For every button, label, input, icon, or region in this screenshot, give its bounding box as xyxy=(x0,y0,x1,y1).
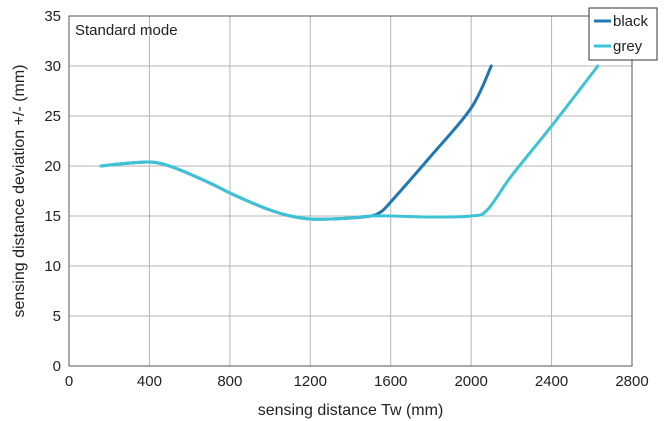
x-tick-label: 0 xyxy=(65,373,73,390)
annotation-label: Standard mode xyxy=(75,22,178,39)
plot-border xyxy=(68,15,633,367)
x-tick-label: 1600 xyxy=(374,373,407,390)
series-line-grey xyxy=(99,64,600,221)
legend-label-black: black xyxy=(613,13,649,30)
x-tick-label: 1200 xyxy=(294,373,327,390)
x-tick-label: 800 xyxy=(217,373,242,390)
grid-lines xyxy=(68,15,633,367)
y-tick-label: 20 xyxy=(44,158,61,175)
x-tick-label: 2400 xyxy=(535,373,568,390)
series-lines xyxy=(99,64,600,221)
y-tick-label: 25 xyxy=(44,108,61,125)
y-tick-label: 0 xyxy=(53,358,61,375)
x-tick-label: 2800 xyxy=(615,373,648,390)
legend: black grey xyxy=(588,7,658,61)
x-tick-label: 400 xyxy=(137,373,162,390)
y-axis-title: sensing distance deviation +/- (mm) xyxy=(11,65,28,318)
plot-background xyxy=(69,16,632,366)
y-tick-label: 10 xyxy=(44,258,61,275)
y-tick-label: 30 xyxy=(44,58,61,75)
tick-labels: 0 400 800 1200 1600 2000 2400 2800 0 5 10 15 20 25 30 3… xyxy=(44,8,648,390)
x-tick-label: 2000 xyxy=(454,373,487,390)
y-tick-label: 35 xyxy=(44,8,61,25)
x-axis-title: sensing distance Tw (mm) xyxy=(258,402,444,419)
legend-box xyxy=(588,7,658,61)
y-tick-label: 15 xyxy=(44,208,61,225)
legend-label-grey: grey xyxy=(613,38,643,55)
y-tick-label: 5 xyxy=(53,308,61,325)
